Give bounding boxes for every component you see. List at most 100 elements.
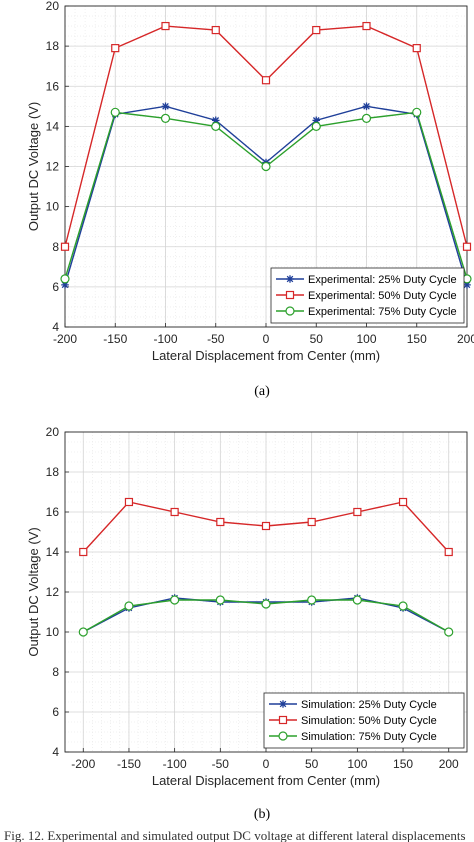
- square-marker: [261, 76, 271, 85]
- asterisk-marker: [312, 116, 321, 125]
- y-tick-label: 4: [52, 320, 59, 334]
- y-tick-label: 8: [52, 240, 59, 254]
- legend-label: Experimental: 75% Duty Cycle: [308, 306, 457, 318]
- square-marker: [79, 547, 88, 557]
- circle-marker: [78, 627, 88, 637]
- x-tick-label: 200: [457, 332, 474, 346]
- y-tick-label: 16: [46, 505, 60, 519]
- square-marker: [398, 497, 408, 507]
- asterisk-marker: [463, 281, 471, 289]
- asterisk-marker: [286, 275, 294, 283]
- x-tick-label: 150: [393, 757, 413, 771]
- x-tick-label: -100: [163, 757, 187, 771]
- x-axis-label: Lateral Displacement from Center (mm): [152, 773, 380, 788]
- square-marker: [216, 517, 225, 527]
- y-tick-label: 18: [46, 39, 60, 53]
- circle-marker: [60, 274, 70, 284]
- x-tick-label: 0: [263, 332, 270, 346]
- square-marker: [161, 21, 170, 31]
- square-marker: [211, 25, 220, 35]
- legend: Simulation: 25% Duty Cycle Simulation: 50…: [263, 692, 465, 749]
- circle-marker: [311, 121, 321, 131]
- series: [78, 595, 454, 637]
- legend-label: Simulation: 50% Duty Cycle: [301, 715, 437, 727]
- x-tick-label: -50: [207, 332, 225, 346]
- x-tick-label: -200: [53, 332, 77, 346]
- circle-marker: [160, 113, 171, 123]
- square-marker: [124, 497, 134, 507]
- y-tick-label: 12: [46, 160, 60, 174]
- asterisk-marker: [211, 116, 220, 125]
- x-axis-label: Lateral Displacement from Center (mm): [152, 348, 380, 363]
- circle-marker: [278, 731, 288, 741]
- x-tick-label: 50: [310, 332, 324, 346]
- y-tick-label: 18: [46, 465, 60, 479]
- y-axis-label: Output DC Voltage (V): [26, 527, 41, 656]
- circle-marker: [215, 595, 225, 605]
- y-tick-label: 14: [46, 119, 60, 133]
- legend-label: Experimental: 25% Duty Cycle: [308, 274, 457, 286]
- y-tick-label: 4: [52, 745, 59, 759]
- x-tick-label: 100: [356, 332, 376, 346]
- x-tick-label: 100: [347, 757, 367, 771]
- square-marker: [278, 715, 288, 725]
- x-tick-label: 200: [439, 757, 459, 771]
- y-axis-label: Output DC Voltage (V): [26, 102, 41, 231]
- series: [79, 497, 453, 557]
- square-marker: [312, 25, 321, 35]
- circle-marker: [361, 113, 372, 123]
- square-marker: [285, 290, 295, 300]
- asterisk-marker: [279, 700, 287, 708]
- y-tick-label: 6: [52, 705, 59, 719]
- asterisk-marker: [362, 102, 371, 111]
- square-marker: [444, 547, 453, 557]
- circle-marker: [352, 595, 362, 605]
- square-marker: [307, 517, 316, 527]
- square-marker: [261, 521, 271, 531]
- y-tick-label: 6: [52, 280, 59, 294]
- circle-marker: [170, 595, 180, 605]
- x-tick-label: -200: [71, 757, 95, 771]
- y-tick-label: 20: [46, 0, 60, 13]
- square-marker: [353, 507, 362, 517]
- asterisk-marker: [161, 102, 170, 111]
- y-tick-label: 10: [46, 200, 60, 214]
- square-marker: [111, 44, 120, 53]
- y-tick-label: 16: [46, 79, 60, 93]
- circle-marker: [307, 595, 317, 605]
- figure-footer-text: Fig. 12. Experimental and simulated outp…: [4, 828, 466, 842]
- circle-marker: [124, 601, 134, 611]
- circle-marker: [211, 121, 221, 131]
- square-marker: [60, 242, 70, 251]
- chart-b: 4 6 8 10 12 14 16 18 20 -200 -150 -100 -50 0 50 100 150 2…: [26, 425, 468, 788]
- legend: Experimental: 25% Duty Cycle Experimental…: [270, 267, 465, 324]
- x-tick-label: 0: [263, 757, 270, 771]
- x-tick-label: -100: [153, 332, 177, 346]
- x-tick-label: -50: [212, 757, 230, 771]
- y-tick-label: 8: [52, 665, 59, 679]
- legend-label: Experimental: 50% Duty Cycle: [308, 290, 457, 302]
- y-tick-label: 10: [46, 625, 60, 639]
- square-marker: [170, 507, 179, 517]
- circle-marker: [398, 601, 408, 611]
- square-marker: [412, 44, 421, 53]
- circle-marker: [412, 107, 422, 117]
- square-marker: [362, 21, 371, 31]
- x-tick-label: -150: [103, 332, 127, 346]
- caption-a: (a): [254, 384, 270, 399]
- circle-marker: [444, 627, 454, 637]
- asterisk-marker: [61, 281, 69, 289]
- circle-marker: [261, 161, 271, 172]
- chart-a: 4 6 8 10 12 14 16 18 20 -200 -150 -100 -50 0 50 100 150 2…: [26, 0, 474, 363]
- x-tick-label: 50: [305, 757, 319, 771]
- series: [60, 107, 472, 284]
- legend-label: Simulation: 25% Duty Cycle: [301, 699, 437, 711]
- x-tick-label: 150: [407, 332, 427, 346]
- circle-marker: [110, 107, 120, 117]
- y-tick-label: 20: [46, 425, 60, 439]
- caption-b: (b): [254, 807, 271, 822]
- legend-label: Simulation: 75% Duty Cycle: [301, 731, 437, 743]
- circle-marker: [285, 306, 295, 316]
- y-tick-label: 14: [46, 545, 60, 559]
